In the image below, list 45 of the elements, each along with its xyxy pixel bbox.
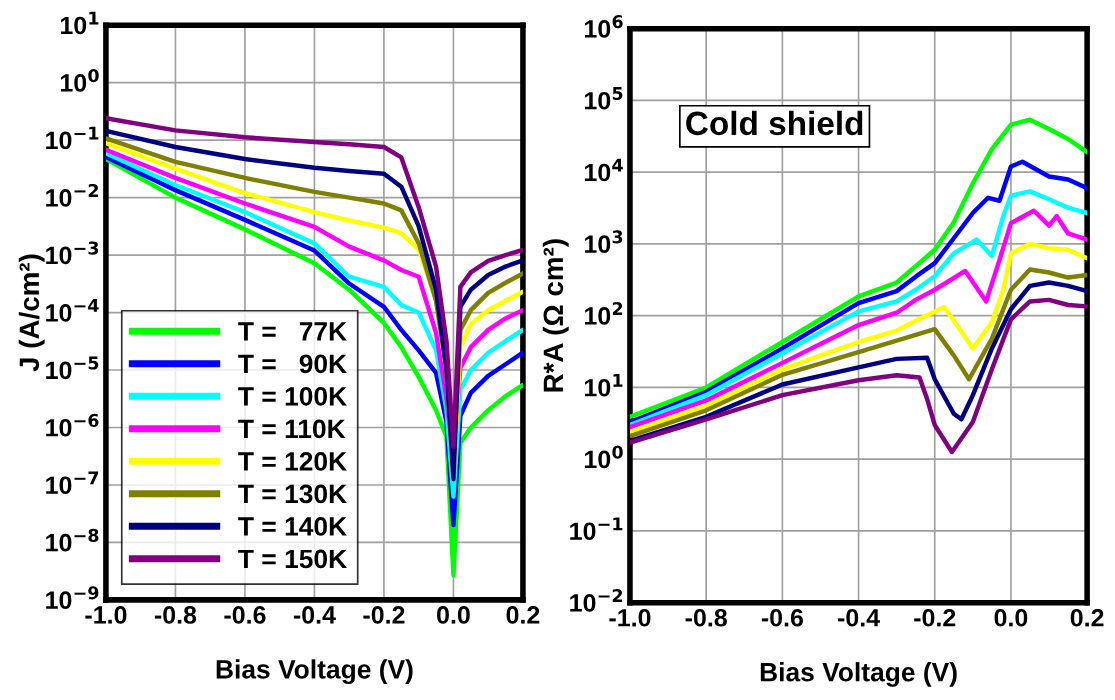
y-axis-title: R*A (Ω cm²) <box>542 239 569 392</box>
y-tick-label: 10$^{−7}$ <box>46 471 99 495</box>
y-tick-label: 10$^{3}$ <box>584 230 623 254</box>
y-tick-label: 10$^{2}$ <box>584 302 623 325</box>
line-series <box>629 241 1088 435</box>
y-tick-label: 10$^{5}$ <box>584 87 623 110</box>
annotation: Cold shield <box>686 110 863 136</box>
x-tick-label: 0.0 <box>437 606 470 624</box>
x-tick-label: 0.2 <box>1070 608 1104 627</box>
y-tick-label: 10$^{0}$ <box>60 68 99 92</box>
y-tick-label: 10$^{4}$ <box>584 158 623 182</box>
y-tick-label: 10$^{0}$ <box>584 445 623 469</box>
x-tick-label: -0.8 <box>685 608 727 627</box>
y-tick-label: 10$^{−4}$ <box>46 299 99 322</box>
line-series <box>629 297 1088 455</box>
y-axis-title: J (A/cm²) <box>18 254 45 372</box>
legend-label: T = 120K <box>238 452 347 471</box>
y-tick-label: 10$^{1}$ <box>584 374 623 397</box>
x-tick-label: -0.4 <box>837 608 880 627</box>
y-tick-label: 10$^{−1}$ <box>570 517 623 541</box>
x-tick-label: -0.6 <box>224 606 266 624</box>
y-tick-label: 10$^{−6}$ <box>46 413 99 437</box>
y-tick-label: 10$^{−1}$ <box>46 126 99 150</box>
x-tick-label: 0.2 <box>506 606 540 624</box>
x-axis-title: Bias Voltage (V) <box>216 659 413 685</box>
y-tick-label: 10$^{−8}$ <box>46 528 99 552</box>
y-tick-label: 10$^{−2}$ <box>46 183 98 207</box>
legend-label: T = 100K <box>238 387 347 406</box>
x-tick-label: 0.0 <box>994 608 1028 627</box>
legend-label: T = 150K <box>238 549 347 569</box>
y-tick-label: 10$^{6}$ <box>584 15 623 38</box>
x-tick-label: -0.6 <box>761 608 803 627</box>
y-tick-label: 10$^{1}$ <box>60 11 99 35</box>
y-tick-label: 10$^{−5}$ <box>46 356 99 380</box>
legend-label: T = 110K <box>238 419 346 439</box>
legend-label: T = 77K <box>238 322 347 341</box>
x-tick-label: -0.8 <box>154 606 197 624</box>
legend-label: T = 140K <box>238 517 347 536</box>
legend-label: T = 130K <box>238 484 347 504</box>
x-tick-label: -0.2 <box>914 608 956 627</box>
x-axis-title: Bias Voltage (V) <box>760 662 957 687</box>
legend-label: T = 90K <box>238 354 347 374</box>
y-tick-label: 10$^{−3}$ <box>46 241 99 265</box>
x-tick-label: -0.2 <box>363 606 405 624</box>
x-tick-label: -0.4 <box>293 606 336 624</box>
